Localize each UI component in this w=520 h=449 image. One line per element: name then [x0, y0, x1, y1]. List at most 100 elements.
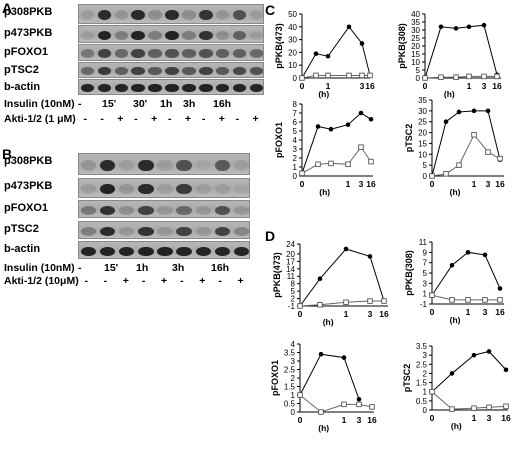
- akti-sign: +: [252, 113, 259, 125]
- blot-band: [131, 67, 145, 75]
- x-tick-label: 0: [430, 179, 435, 189]
- y-tick-label: 0: [416, 74, 421, 83]
- data-point-filled: [313, 51, 319, 56]
- blot-row-label: b-actin: [4, 81, 41, 93]
- data-point-open: [313, 72, 319, 79]
- blot-band: [80, 226, 97, 236]
- data-point-open: [318, 409, 324, 415]
- data-point-open: [429, 173, 435, 179]
- data-point-filled: [466, 24, 472, 30]
- akti-sign: -: [235, 113, 240, 125]
- blot-row-label: p308PKB: [4, 155, 53, 167]
- series-line-insulin: [299, 353, 360, 400]
- blot-band: [215, 30, 230, 40]
- series-line-akti: [301, 146, 372, 174]
- data-point-open: [381, 298, 387, 304]
- blot-strip: [78, 178, 250, 198]
- y-tick-label: 25: [418, 118, 427, 127]
- blot-band: [100, 184, 116, 194]
- blot-row-label: p473PKB: [4, 180, 53, 192]
- blot-strip: [78, 44, 264, 61]
- blot-strip: [78, 200, 250, 218]
- data-point-filled: [482, 252, 488, 258]
- data-point-filled: [456, 109, 462, 115]
- x-tick-label: 0: [423, 81, 428, 91]
- y-tick-label: 10: [288, 61, 297, 70]
- akti-sign: -: [83, 113, 87, 125]
- y-tick-label: 3: [293, 145, 298, 154]
- data-point-open: [429, 388, 435, 395]
- blot-band: [119, 226, 135, 236]
- blot-strip: [78, 4, 264, 24]
- y-tick-label: 30: [411, 26, 420, 35]
- y-tick-label: 15: [411, 50, 420, 59]
- data-point-open: [453, 74, 459, 80]
- time-label: 3h: [183, 98, 196, 110]
- y-tick-label: 20: [286, 250, 295, 259]
- y-tick-label: 4: [293, 136, 298, 145]
- x-axis-label: (h): [319, 187, 330, 197]
- insulin-label: Insulin (10nM): [4, 98, 75, 110]
- y-tick-label: 9: [423, 248, 428, 257]
- time-label: 15': [104, 262, 119, 274]
- blot-band: [131, 84, 145, 92]
- blot-strip: [78, 25, 264, 43]
- y-tick-label: 40: [411, 10, 420, 19]
- blot-band: [195, 226, 211, 236]
- blot-band: [199, 84, 213, 92]
- y-tick-label: 5: [291, 287, 296, 296]
- series-line-insulin: [424, 24, 498, 79]
- panel-label-d: D: [265, 228, 276, 244]
- blot-band: [233, 226, 249, 236]
- data-point-open: [449, 406, 455, 412]
- y-axis-label: pPKB(308): [404, 250, 414, 296]
- x-tick-label: 1: [472, 413, 477, 423]
- blot-band: [148, 49, 162, 58]
- blot-band: [249, 30, 263, 40]
- x-axis-label: (h): [318, 89, 329, 99]
- panel-label-a: A: [2, 0, 13, 16]
- blot-band: [199, 30, 213, 40]
- akti-sign: -: [100, 113, 104, 125]
- data-point-open: [325, 72, 331, 79]
- blot-band: [148, 67, 162, 75]
- y-tick-label: 5: [423, 269, 428, 278]
- data-point-open: [429, 292, 435, 298]
- blot-band: [195, 205, 211, 215]
- y-tick-label: 5: [293, 127, 298, 136]
- y-tick-label: 6: [293, 118, 298, 127]
- data-point-open: [456, 162, 462, 168]
- blot-band: [182, 49, 196, 58]
- blot-band: [131, 30, 145, 40]
- data-point-open: [485, 149, 491, 155]
- x-tick-label: 0: [300, 179, 305, 189]
- blot-band: [119, 246, 135, 256]
- blot-band: [100, 226, 116, 236]
- blot-row-label: p308PKB: [4, 6, 53, 18]
- y-axis-label: pFOXO1: [270, 360, 280, 396]
- data-point-open: [328, 160, 334, 167]
- blot-band: [138, 205, 154, 215]
- y-tick-label: 11: [419, 238, 428, 247]
- y-tick-label: 3: [291, 357, 296, 366]
- y-tick-label: 2: [291, 295, 296, 304]
- x-tick-label: 3: [360, 81, 365, 91]
- x-tick-label: 1: [342, 415, 347, 425]
- panel-label-b: B: [2, 146, 13, 162]
- akti-sign: -: [168, 113, 172, 125]
- blot-band: [80, 159, 97, 171]
- blot-row-label: p473PKB: [4, 27, 53, 39]
- x-tick-label: 0: [298, 309, 303, 319]
- blot-band: [182, 67, 196, 75]
- blot-band: [249, 67, 263, 75]
- blot-band: [138, 226, 154, 236]
- data-point-filled: [328, 126, 334, 132]
- blot-band: [249, 84, 263, 92]
- akti-sign: -: [180, 275, 184, 287]
- blot-band: [215, 84, 230, 92]
- data-point-filled: [358, 110, 364, 116]
- data-point-filled: [359, 41, 365, 46]
- data-point-filled: [368, 117, 374, 122]
- x-tick-label: 0: [430, 413, 435, 423]
- akti-label: Akti-1/2 (1 μM): [4, 113, 76, 125]
